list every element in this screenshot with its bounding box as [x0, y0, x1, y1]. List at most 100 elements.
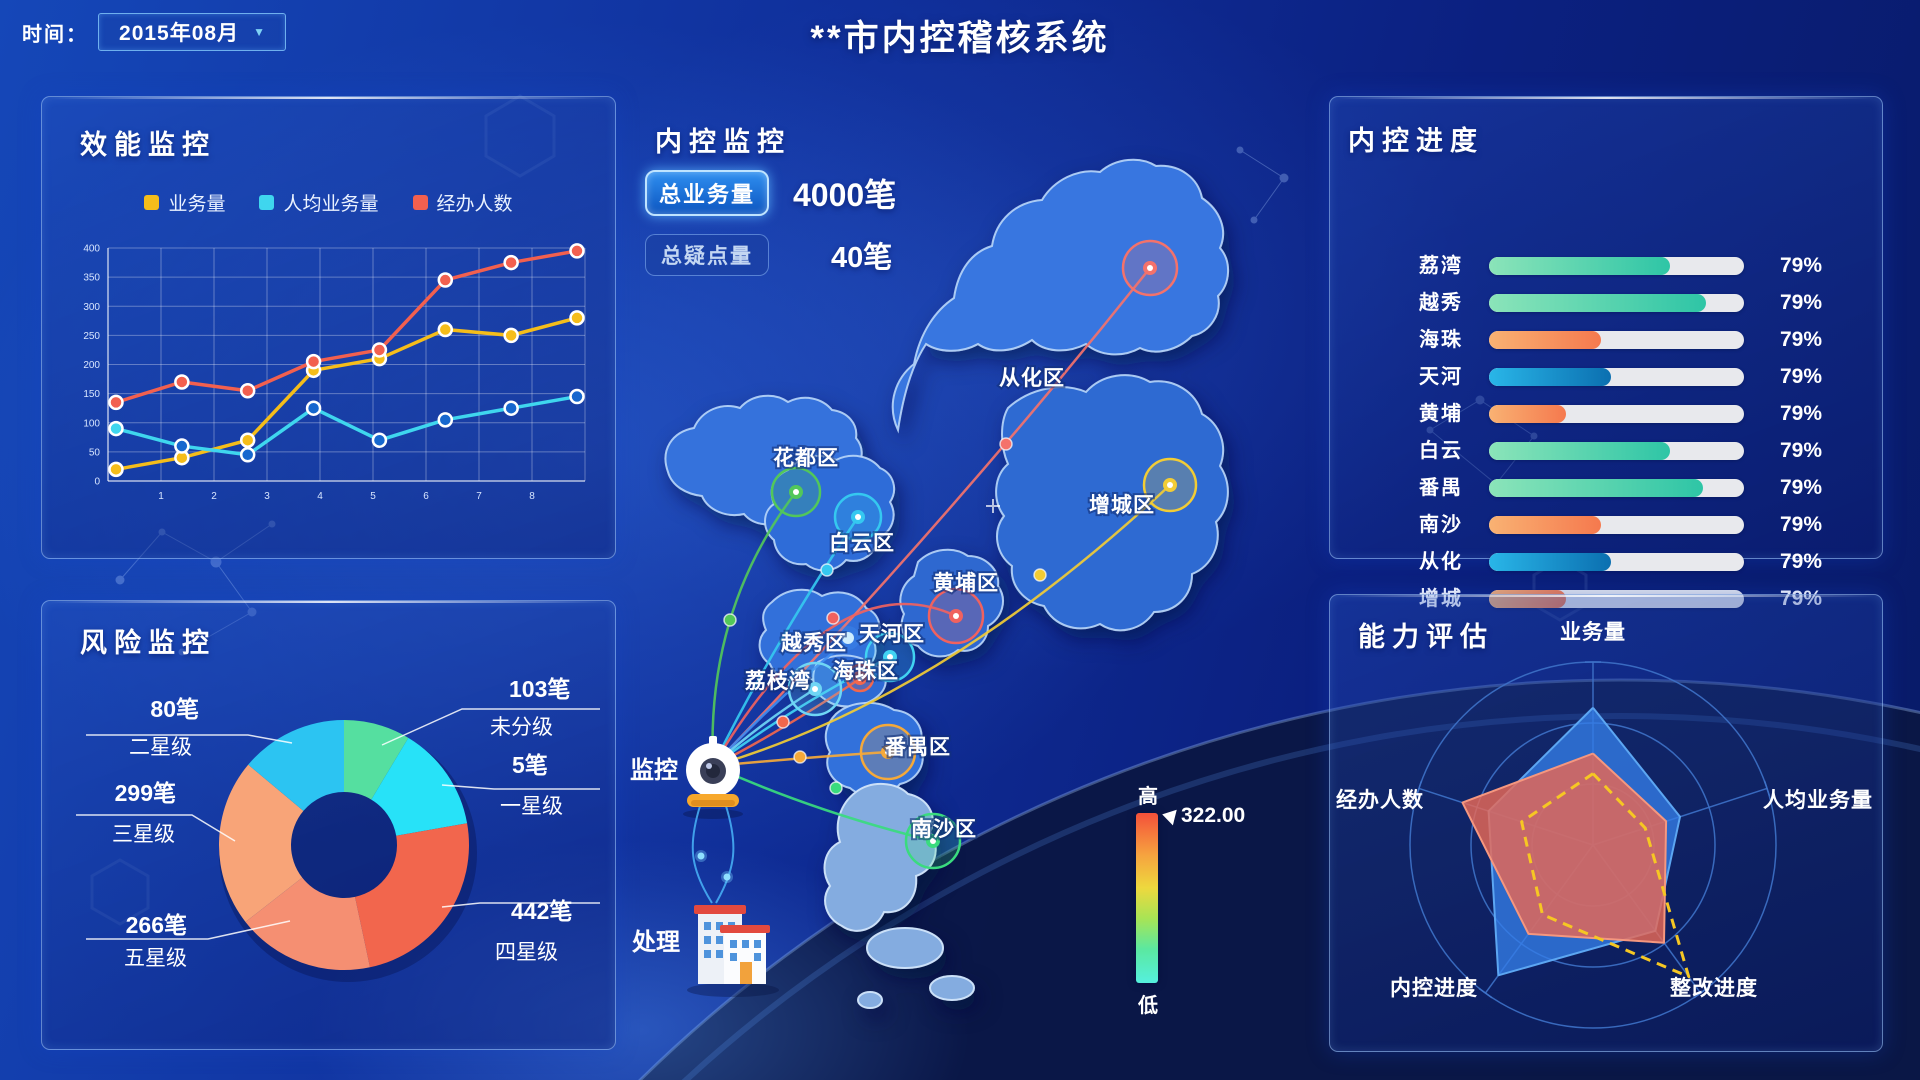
- legend-item-1[interactable]: 人均业务量: [259, 189, 379, 216]
- radar-axis-label: 经办人数: [1336, 788, 1424, 812]
- legend-item-0[interactable]: 业务量: [144, 189, 225, 216]
- progress-percent: 79%: [1780, 439, 1823, 462]
- legend-label: 业务量: [168, 194, 226, 215]
- district-marker-白云区[interactable]: [833, 492, 883, 542]
- legend-swatch: [412, 195, 428, 210]
- x-tick-label: 5: [370, 491, 376, 502]
- district-label-增城区[interactable]: 增城区: [1087, 491, 1156, 519]
- progress-name: 番禺: [1419, 477, 1463, 499]
- total-business-button[interactable]: 总业务量: [645, 170, 769, 216]
- donut-value-label: 80笔: [150, 696, 199, 722]
- district-label-荔枝湾[interactable]: 荔枝湾: [743, 667, 812, 695]
- progress-name: 天河: [1419, 366, 1463, 388]
- progress-track: [1489, 516, 1744, 534]
- district-label-越秀区[interactable]: 越秀区: [778, 629, 848, 657]
- donut-value-label: 5笔: [512, 752, 548, 778]
- x-tick-label: 7: [476, 491, 482, 502]
- total-suspect-button[interactable]: 总疑点量: [645, 234, 769, 276]
- district-marker-从化区[interactable]: [1121, 239, 1179, 297]
- progress-fill: [1489, 331, 1602, 349]
- y-tick-label: 200: [83, 360, 100, 371]
- progress-row-黄埔: 黄埔 79%: [1330, 402, 1882, 425]
- process-building-icon[interactable]: [687, 905, 779, 997]
- donut-category-label: 未分级: [490, 716, 553, 739]
- data-point: [305, 400, 322, 416]
- data-point: [569, 243, 585, 259]
- monitor-hub-icon[interactable]: [683, 736, 743, 904]
- chevron-down-icon: ▼: [253, 25, 265, 39]
- data-point: [108, 461, 124, 478]
- district-label-番禺区[interactable]: 番禺区: [882, 734, 952, 761]
- progress-name: 白云: [1419, 440, 1463, 462]
- progress-name: 越秀: [1419, 292, 1463, 314]
- progress-percent: 79%: [1780, 365, 1823, 388]
- data-point: [569, 388, 585, 405]
- district-marker-增城区[interactable]: [1142, 457, 1198, 513]
- y-tick-label: 50: [89, 447, 101, 458]
- donut-category-label: 四星级: [495, 941, 558, 964]
- y-tick-label: 0: [94, 477, 100, 488]
- panel-ability-title: 能力评估: [1358, 622, 1494, 652]
- progress-fill: [1489, 516, 1602, 534]
- panel-progress: 内控进度 荔湾 79% 越秀 79% 海珠 79% 天河 79% 黄埔 79% 白云 79% 番禺 79%…: [1329, 96, 1883, 610]
- donut-segment-二星级: [248, 720, 344, 811]
- district-label-天河区[interactable]: 天河区: [857, 621, 926, 648]
- data-point: [569, 310, 585, 326]
- district-label-海珠区[interactable]: 海珠区: [831, 657, 900, 685]
- radar-axis-label: 业务量: [1560, 620, 1626, 644]
- data-point: [437, 412, 454, 428]
- progress-row-荔湾: 荔湾 79%: [1330, 254, 1882, 277]
- panel-ability: 能力评估 业务量 人均业务量 整改进度 内控进度 经办人数: [1329, 594, 1883, 1052]
- progress-percent: 79%: [1780, 402, 1823, 425]
- radar-axis-label: 内控进度: [1390, 976, 1478, 1000]
- y-tick-label: 100: [83, 418, 100, 429]
- progress-row-天河: 天河 79%: [1330, 365, 1882, 388]
- progress-row-番禺: 番禺 79%: [1330, 476, 1882, 499]
- data-point: [239, 432, 256, 448]
- total-suspect-value: 40笔: [831, 242, 893, 274]
- time-dropdown[interactable]: 2015年08月 ▼: [98, 13, 286, 51]
- time-control: 时间： 2015年08月 ▼: [22, 13, 286, 51]
- progress-percent: 79%: [1780, 550, 1823, 573]
- district-label-白云区[interactable]: 白云区: [827, 529, 896, 557]
- panel-monitor-title: 内控监控: [655, 127, 791, 157]
- progress-percent: 79%: [1780, 328, 1823, 351]
- flow-dot: [793, 750, 807, 764]
- district-marker-黄埔区[interactable]: [927, 587, 985, 645]
- district-shape-baiyun: [764, 454, 896, 572]
- y-tick-label: 250: [83, 331, 100, 342]
- panel-efficiency-title: 效能监控: [80, 130, 216, 160]
- progress-track: [1489, 479, 1744, 497]
- district-label-南沙区[interactable]: 南沙区: [909, 815, 978, 843]
- district-marker-越秀区[interactable]: [836, 626, 860, 650]
- monitor-zone: 内控监控 总业务量 4000笔 总疑点量 40笔: [614, 96, 1330, 1080]
- panel-efficiency: 效能监控 业务量 人均业务量 经办人数 0 50 100 150 200 250 300 350 4…: [41, 96, 616, 559]
- district-marker-花都区[interactable]: [770, 466, 822, 518]
- data-point: [108, 394, 124, 411]
- progress-name: 南沙: [1419, 514, 1463, 536]
- monitor-buttons: 总业务量 4000笔 总疑点量 40笔: [645, 170, 896, 294]
- district-label-花都区[interactable]: 花都区: [771, 444, 840, 472]
- data-point: [174, 438, 190, 454]
- line-series-0: [114, 316, 579, 472]
- progress-name: 荔湾: [1419, 255, 1463, 277]
- time-label: 时间：: [22, 23, 88, 46]
- progress-name: 海珠: [1419, 329, 1463, 351]
- district-label-黄埔区[interactable]: 黄埔区: [931, 569, 1000, 597]
- legend-item-2[interactable]: 经办人数: [412, 189, 513, 216]
- donut-value-label: 103笔: [509, 676, 570, 702]
- efficiency-legend: 业务量 人均业务量 经办人数: [42, 189, 615, 216]
- y-tick-label: 300: [83, 302, 100, 313]
- district-label-从化区[interactable]: 从化区: [997, 364, 1066, 392]
- x-tick-label: 1: [158, 491, 164, 502]
- callout-line: [86, 920, 291, 940]
- data-point: [305, 353, 322, 370]
- total-business-value: 4000笔: [793, 177, 897, 213]
- process-label: 处理: [631, 929, 680, 956]
- donut-segment-一星级: [371, 737, 468, 836]
- legend-label: 人均业务量: [283, 194, 379, 215]
- progress-track: [1489, 442, 1744, 460]
- x-tick-label: 3: [264, 491, 270, 502]
